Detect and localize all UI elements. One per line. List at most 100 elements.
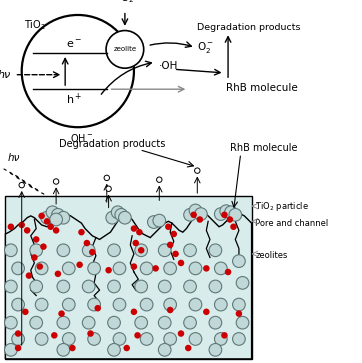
Circle shape — [15, 345, 21, 351]
Text: RhB molecule: RhB molecule — [226, 83, 298, 93]
Circle shape — [8, 224, 14, 230]
Circle shape — [123, 345, 130, 351]
Circle shape — [53, 227, 59, 234]
Circle shape — [94, 305, 101, 311]
Circle shape — [4, 316, 17, 329]
Circle shape — [76, 261, 83, 268]
Text: TiO$_2$: TiO$_2$ — [24, 19, 46, 32]
Circle shape — [69, 345, 76, 351]
Circle shape — [57, 343, 70, 356]
Circle shape — [140, 298, 153, 311]
Circle shape — [18, 222, 25, 228]
Circle shape — [209, 280, 222, 293]
Circle shape — [4, 343, 17, 356]
Circle shape — [41, 211, 54, 224]
Circle shape — [136, 229, 143, 236]
Circle shape — [225, 269, 231, 275]
Circle shape — [156, 177, 162, 182]
Circle shape — [4, 244, 17, 257]
Circle shape — [44, 218, 50, 225]
Circle shape — [24, 227, 30, 234]
Circle shape — [78, 229, 85, 236]
Circle shape — [113, 298, 126, 311]
Circle shape — [221, 212, 228, 218]
Circle shape — [30, 316, 43, 329]
Circle shape — [35, 262, 48, 275]
Circle shape — [135, 280, 148, 293]
Circle shape — [131, 263, 137, 270]
Circle shape — [30, 244, 43, 257]
Circle shape — [62, 298, 75, 311]
Circle shape — [232, 255, 245, 268]
Circle shape — [189, 333, 202, 345]
Circle shape — [51, 332, 58, 339]
Circle shape — [55, 270, 61, 277]
Circle shape — [167, 307, 173, 313]
Circle shape — [203, 265, 210, 272]
Circle shape — [135, 316, 148, 329]
Circle shape — [229, 208, 242, 221]
Circle shape — [12, 262, 25, 275]
Circle shape — [26, 272, 32, 279]
Circle shape — [106, 186, 111, 191]
Circle shape — [236, 316, 249, 329]
Circle shape — [15, 330, 21, 337]
Text: Pore and channel: Pore and channel — [255, 219, 328, 228]
Circle shape — [33, 236, 39, 243]
Text: O$_2$: O$_2$ — [120, 0, 134, 5]
Circle shape — [159, 244, 171, 257]
Circle shape — [108, 343, 120, 356]
Circle shape — [224, 206, 237, 219]
Circle shape — [88, 333, 101, 345]
Circle shape — [134, 332, 141, 339]
Circle shape — [37, 263, 43, 270]
Circle shape — [230, 224, 237, 230]
Text: h$^+$: h$^+$ — [66, 92, 82, 107]
Circle shape — [35, 333, 48, 345]
Circle shape — [82, 316, 95, 329]
Circle shape — [209, 343, 222, 356]
Circle shape — [4, 280, 17, 293]
Circle shape — [115, 208, 128, 221]
Circle shape — [164, 262, 177, 275]
Polygon shape — [5, 211, 252, 359]
Text: RhB molecule: RhB molecule — [230, 143, 297, 152]
Circle shape — [87, 330, 94, 337]
Circle shape — [232, 333, 245, 345]
Text: Degradation products: Degradation products — [197, 23, 301, 32]
Circle shape — [108, 244, 120, 257]
Circle shape — [19, 182, 24, 188]
Circle shape — [165, 224, 172, 230]
Circle shape — [106, 211, 119, 224]
Circle shape — [62, 333, 75, 345]
Circle shape — [140, 262, 153, 275]
Circle shape — [236, 277, 249, 289]
Circle shape — [82, 244, 95, 257]
Circle shape — [167, 242, 173, 248]
Circle shape — [57, 280, 70, 293]
Text: e$^-$: e$^-$ — [66, 39, 82, 50]
Circle shape — [30, 280, 43, 293]
Circle shape — [12, 333, 25, 345]
Circle shape — [105, 267, 112, 273]
Text: hν: hν — [7, 154, 20, 163]
Circle shape — [38, 213, 45, 219]
Circle shape — [195, 208, 207, 220]
Circle shape — [22, 309, 29, 315]
Circle shape — [220, 205, 232, 217]
Circle shape — [185, 345, 191, 351]
Circle shape — [159, 343, 171, 356]
Circle shape — [214, 262, 227, 275]
Circle shape — [40, 244, 47, 250]
Circle shape — [184, 208, 196, 221]
Circle shape — [172, 250, 179, 257]
Circle shape — [214, 298, 227, 311]
Circle shape — [178, 260, 184, 266]
Circle shape — [214, 333, 227, 345]
Circle shape — [159, 280, 171, 293]
Circle shape — [132, 240, 139, 246]
Circle shape — [197, 216, 203, 223]
Circle shape — [84, 240, 90, 246]
Text: TiO$_2$ particle: TiO$_2$ particle — [255, 200, 309, 213]
Circle shape — [118, 211, 131, 224]
